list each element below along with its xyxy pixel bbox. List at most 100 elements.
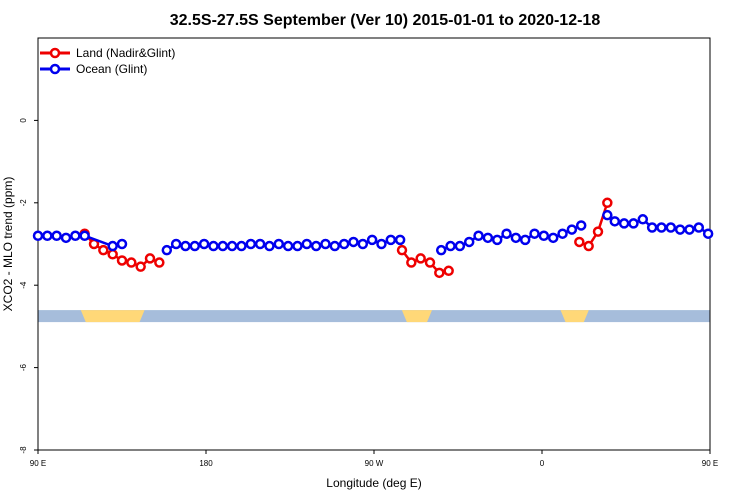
series-1-point-2-8 bbox=[510, 232, 522, 244]
series-1-point-3-0 bbox=[602, 209, 613, 221]
series-1-point-0-2 bbox=[51, 230, 62, 242]
series-1-point-2-7 bbox=[501, 228, 512, 239]
series-1-point-1-6 bbox=[217, 240, 229, 252]
y-tick-label-4: -8 bbox=[19, 446, 28, 454]
series-1-point-3-2 bbox=[618, 218, 630, 229]
series-1-point-1-12 bbox=[273, 238, 285, 250]
surface-land-segment-3 bbox=[560, 310, 589, 323]
series-1-point-3-8 bbox=[674, 224, 686, 235]
series-1-point-2-4 bbox=[473, 230, 484, 242]
surface-ocean-band bbox=[38, 310, 710, 323]
series-1-point-0-5 bbox=[79, 230, 90, 242]
series-0-point-1-0 bbox=[396, 244, 408, 256]
surface-land-segment-2 bbox=[401, 310, 432, 323]
series-1-point-1-20 bbox=[348, 236, 359, 248]
y-tick-label-3: -6 bbox=[19, 363, 28, 371]
series-0-point-2-2 bbox=[592, 226, 604, 237]
series-1-point-1-21 bbox=[357, 238, 369, 250]
series-1-point-3-11 bbox=[702, 228, 714, 239]
series-1-point-1-5 bbox=[208, 240, 219, 252]
series-1-point-2-2 bbox=[454, 240, 466, 252]
series-1-point-1-25 bbox=[394, 234, 406, 246]
series-1-point-3-7 bbox=[665, 222, 677, 233]
series-0-point-0-4 bbox=[116, 255, 128, 266]
series-0-point-1-3 bbox=[424, 257, 436, 268]
series-1-point-1-4 bbox=[198, 238, 210, 250]
series-1-point-2-11 bbox=[538, 230, 550, 242]
y-tick-label-0: 0 bbox=[19, 118, 28, 123]
series-0 bbox=[79, 197, 613, 279]
series-1-point-3-5 bbox=[646, 222, 658, 233]
series-1-point-2-3 bbox=[463, 236, 475, 248]
series-1-point-1-13 bbox=[282, 240, 294, 252]
series-1-point-2-1 bbox=[445, 240, 456, 252]
series-0-point-0-5 bbox=[126, 257, 137, 268]
x-axis: 90 E 180 90 W 0 90 E bbox=[30, 450, 718, 468]
series-0-point-2-1 bbox=[583, 240, 594, 252]
series-1-point-3-6 bbox=[656, 222, 667, 233]
series-1-point-0-4 bbox=[70, 230, 81, 242]
x-tick-label-3: 0 bbox=[540, 459, 545, 468]
series-1-point-1-10 bbox=[254, 238, 266, 250]
series-1-point-1-8 bbox=[236, 240, 247, 252]
x-tick-label-1: 180 bbox=[199, 459, 213, 468]
series-0-point-0-8 bbox=[154, 257, 165, 268]
x-tick-label-2: 90 W bbox=[365, 459, 384, 468]
series-1-point-1-17 bbox=[320, 238, 331, 250]
x-tick-label-0: 90 E bbox=[30, 459, 46, 468]
series-1-point-3-10 bbox=[693, 222, 705, 233]
series-0-point-1-5 bbox=[443, 265, 454, 277]
x-axis-label: Longitude (deg E) bbox=[326, 476, 421, 490]
series-1-point-2-14 bbox=[566, 224, 578, 235]
series-1-point-1-7 bbox=[226, 240, 238, 252]
series-1-point-0-1 bbox=[42, 230, 53, 242]
series-0-point-0-7 bbox=[144, 253, 156, 264]
series-1-point-1-19 bbox=[338, 238, 350, 250]
legend-ocean-marker bbox=[49, 63, 61, 75]
series-0-point-0-3 bbox=[107, 249, 118, 260]
surface-type-bar bbox=[38, 310, 710, 323]
series-1-point-2-0 bbox=[435, 244, 447, 256]
series-0-point-1-2 bbox=[415, 253, 426, 264]
series-1-point-1-1 bbox=[170, 238, 182, 250]
chart-title: 32.5S-27.5S September (Ver 10) 2015-01-0… bbox=[170, 12, 601, 29]
series-1-point-1-18 bbox=[329, 240, 341, 252]
legend-ocean-label: Ocean (Glint) bbox=[76, 62, 147, 76]
series-0-point-2-0 bbox=[574, 236, 585, 248]
y-axis-label: XCO2 - MLO trend (ppm) bbox=[1, 177, 15, 312]
y-tick-label-2: -4 bbox=[19, 281, 28, 289]
series-1-point-1-15 bbox=[301, 238, 313, 250]
series-layer bbox=[32, 197, 714, 279]
legend: Land (Nadir&Glint) Ocean (Glint) bbox=[40, 46, 175, 76]
series-1-point-0-6 bbox=[107, 240, 118, 252]
series-0-point-2-3 bbox=[602, 197, 613, 209]
series-1-point-2-6 bbox=[491, 234, 503, 246]
series-1-point-1-14 bbox=[292, 240, 303, 252]
surface-land-segment-0 bbox=[80, 310, 145, 323]
series-1-point-2-5 bbox=[482, 232, 494, 244]
series-0-point-0-6 bbox=[135, 261, 146, 272]
series-0-point-1-1 bbox=[406, 257, 417, 268]
series-1-point-3-3 bbox=[628, 218, 639, 229]
series-1-point-0-3 bbox=[60, 232, 72, 244]
series-1-point-1-9 bbox=[245, 238, 257, 250]
series-1-point-1-3 bbox=[189, 240, 201, 252]
legend-land-label: Land (Nadir&Glint) bbox=[76, 46, 175, 60]
series-1-point-0-7 bbox=[116, 238, 128, 250]
series-1-point-1-16 bbox=[310, 240, 322, 252]
series-1-point-2-15 bbox=[575, 220, 587, 231]
legend-land-marker bbox=[49, 47, 61, 59]
y-axis: 0 -2 -4 -6 -8 bbox=[19, 118, 38, 454]
series-1-point-1-22 bbox=[366, 234, 378, 246]
series-1-point-2-10 bbox=[529, 228, 540, 239]
series-1-point-1-23 bbox=[376, 238, 387, 250]
series-0-point-0-2 bbox=[98, 244, 109, 256]
series-0-point-1-4 bbox=[434, 267, 445, 279]
series-1-point-1-11 bbox=[264, 240, 275, 252]
series-1-point-2-13 bbox=[557, 228, 568, 239]
series-1 bbox=[32, 209, 714, 256]
series-1-point-2-12 bbox=[547, 232, 559, 244]
series-1-point-1-24 bbox=[385, 234, 397, 246]
series-1-point-3-9 bbox=[684, 224, 695, 235]
series-1-point-2-9 bbox=[519, 234, 531, 246]
